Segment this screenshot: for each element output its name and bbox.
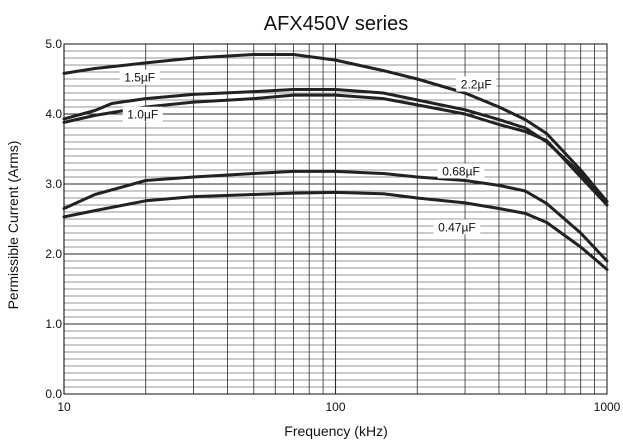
- series-label-0-47-f: 0.47µF: [438, 220, 476, 234]
- series-line-1-5-f: [62, 53, 609, 203]
- y-tick-label: 1.0: [45, 317, 62, 331]
- series-label-bg: [122, 106, 163, 122]
- series-label-bg: [119, 69, 160, 85]
- y-tick-label: 4.0: [45, 107, 62, 121]
- series-labels: 1.5µF 2.2µF 1.0µF 0.68µF 0.47µF: [119, 69, 497, 235]
- series-line-0-47-f: [62, 190, 609, 271]
- series-label-bg: [437, 163, 485, 179]
- series-label-1-0-f: 1.0µF: [127, 108, 158, 122]
- chart-title: AFX450V series: [264, 13, 409, 35]
- tick-labels: 10 100 1000 0.0 1.0 2.0 3.0 4.0 5.0: [45, 37, 620, 414]
- grid: [63, 43, 607, 395]
- plot-area-border: [63, 43, 608, 395]
- x-tick-label: 100: [325, 400, 345, 414]
- y-tick-label: 3.0: [45, 177, 62, 191]
- series-label-bg: [433, 219, 481, 235]
- series-label-2-2-f: 2.2µF: [461, 78, 492, 92]
- y-tick-label: 0.0: [45, 387, 62, 401]
- x-axis-label: Frequency (kHz): [284, 423, 387, 439]
- y-tick-label: 5.0: [45, 37, 62, 51]
- x-tick-label: 10: [57, 400, 71, 414]
- series-line-0-68-f: [62, 169, 609, 263]
- y-axis-label: Permissible Current (Arms): [5, 141, 21, 310]
- series-label-0-68-f: 0.68µF: [442, 164, 480, 178]
- series-line-1-0-f: [62, 93, 609, 207]
- series-lines: [62, 53, 609, 271]
- y-tick-label: 2.0: [45, 247, 62, 261]
- series-label-bg: [456, 76, 497, 92]
- series-label-1-5-f: 1.5µF: [124, 71, 155, 85]
- x-tick-label: 1000: [594, 400, 621, 414]
